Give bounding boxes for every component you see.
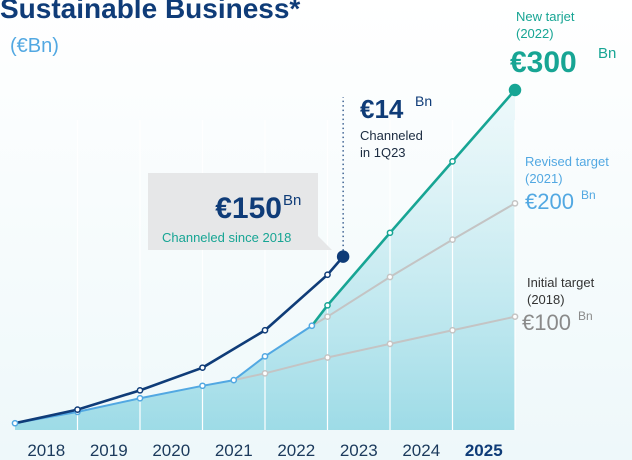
annotation-label: (2022) [516, 26, 554, 41]
end-point [508, 83, 522, 97]
point [261, 369, 269, 377]
amount: €200 [525, 189, 574, 214]
point [136, 386, 144, 394]
point [199, 364, 206, 372]
x-tick-label: 2025 [465, 441, 503, 460]
point [386, 273, 394, 281]
annotation-label: Initial target [527, 275, 595, 290]
annotation-label: Channeled since 2018 [162, 230, 291, 245]
x-tick-label: 2019 [90, 441, 128, 460]
point [324, 313, 331, 321]
annotation-label: in 1Q23 [360, 145, 406, 160]
unit: Bn [415, 93, 432, 109]
annotation-label: Revised target [525, 154, 609, 169]
plot: 2018 2019 2020 2021 2022 2023 2024 2025 [11, 83, 522, 460]
point [511, 313, 519, 321]
point [308, 322, 316, 330]
annotation-label: (2021) [525, 171, 563, 186]
x-tick-label: 2024 [402, 441, 440, 460]
point [261, 326, 269, 334]
x-tick-label: 2023 [340, 441, 378, 460]
unit: Bn [598, 45, 616, 62]
amount: €100 [522, 310, 571, 335]
point [74, 406, 81, 413]
point [136, 394, 144, 402]
point [11, 419, 19, 427]
point [230, 376, 238, 384]
amount: €300 [510, 46, 577, 79]
annotation-label: (2018) [527, 292, 565, 307]
point [386, 340, 394, 348]
x-tick-label: 2018 [27, 441, 65, 460]
callout-box [148, 173, 332, 250]
point [261, 352, 269, 360]
annotation-label: Channeled [360, 128, 423, 143]
line [233, 315, 516, 382]
unit: Bn [581, 188, 596, 202]
unit: Bn [578, 309, 593, 323]
point [324, 354, 331, 361]
point [199, 382, 206, 390]
point [449, 326, 456, 334]
point [324, 271, 331, 279]
x-tick-label: 2021 [215, 441, 253, 460]
annotation-label: New tarjet [516, 9, 575, 24]
point [511, 199, 519, 207]
end-point [336, 250, 350, 263]
point [386, 229, 394, 237]
unit: Bn [283, 192, 301, 209]
amount: €150 [215, 192, 282, 225]
point [449, 158, 456, 165]
x-tick-label: 2022 [277, 441, 315, 460]
amount: €14 [360, 94, 404, 124]
x-tick-label: 2020 [152, 441, 190, 460]
point [449, 236, 456, 243]
chart-subtitle: (€Bn) [10, 35, 59, 57]
point [324, 301, 331, 309]
chart-title: Sustainable Business* [0, 0, 300, 24]
